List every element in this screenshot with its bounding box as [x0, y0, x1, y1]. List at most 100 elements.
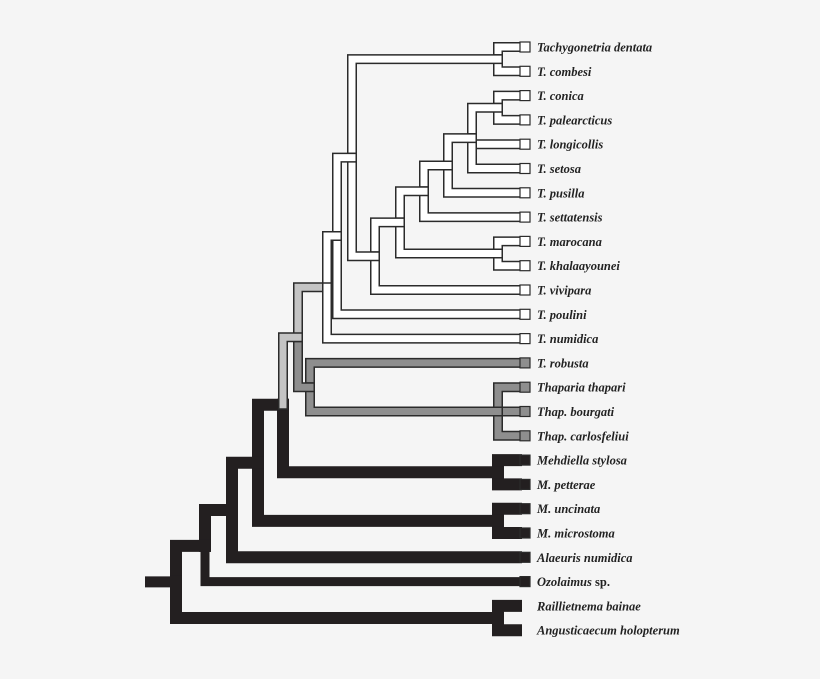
branch	[371, 218, 404, 260]
character-state-box	[519, 357, 531, 369]
taxon-label: Raillietnema bainae	[536, 599, 641, 613]
taxon-name: T. palearcticus	[537, 113, 612, 127]
character-state-box	[519, 478, 531, 490]
character-state-box	[519, 138, 531, 150]
taxon-name: T. poulini	[537, 308, 587, 322]
character-state-box	[519, 308, 531, 320]
taxon-name: T. robusta	[537, 356, 589, 370]
branch	[277, 398, 504, 479]
taxon-label: M. uncinata	[536, 502, 600, 516]
branch	[444, 134, 476, 169]
taxon-label: Angusticaecum holopterum	[536, 624, 680, 638]
branch	[294, 283, 331, 341]
taxon-label: Thap. carlosfeliui	[537, 429, 629, 443]
taxon-name: Mehdiella stylosa	[536, 454, 627, 468]
character-state-box	[519, 89, 531, 102]
taxon-name: M. microstoma	[536, 527, 615, 541]
taxon-label: T. pusilla	[537, 186, 584, 200]
taxon-label: T. combesi	[537, 65, 592, 79]
branch	[348, 154, 379, 260]
branch	[294, 333, 314, 391]
taxon-label: T. numidica	[537, 332, 598, 346]
character-state-box	[519, 454, 531, 466]
taxon-label: T. khalaayounei	[537, 259, 620, 273]
branch	[371, 252, 520, 294]
branch	[252, 398, 289, 469]
branch	[200, 541, 521, 587]
taxon-name: T. longicollis	[537, 138, 603, 152]
taxon-label: Tachygonetria dentata	[537, 41, 652, 55]
branch	[226, 456, 264, 517]
taxon-label: T. setosa	[537, 162, 581, 176]
branch	[396, 218, 502, 258]
taxon-label: T. robusta	[537, 356, 589, 370]
taxon-label: T. vivipara	[537, 284, 591, 298]
taxon-name: Angusticaecum holopterum	[536, 624, 680, 638]
branch	[348, 55, 502, 162]
taxon-name: Ozolaimus	[537, 575, 592, 589]
taxon-name: T. settatensis	[537, 211, 603, 225]
taxon-label: T. poulini	[537, 308, 587, 322]
taxon-name: Raillietnema bainae	[536, 599, 641, 613]
taxon-label: M. petterae	[536, 478, 596, 492]
branch	[226, 504, 522, 564]
character-state-box	[519, 235, 531, 247]
taxon-label: T. conica	[537, 89, 584, 103]
branch	[279, 333, 302, 409]
branch	[333, 232, 520, 318]
taxon-name: M. petterae	[536, 478, 596, 492]
taxon-name: T. vivipara	[537, 284, 591, 298]
taxon-name: M. uncinata	[536, 502, 600, 516]
branch	[323, 283, 520, 343]
character-state-box	[519, 162, 531, 175]
taxon-name: T. marocana	[537, 235, 602, 249]
character-state-box	[519, 381, 531, 393]
character-state-box	[519, 405, 531, 418]
character-state-box	[519, 211, 531, 223]
branch	[468, 134, 520, 148]
branch	[199, 504, 238, 552]
taxon-name: Thaparia thapari	[537, 381, 626, 395]
taxon-label: T. settatensis	[537, 211, 603, 225]
taxon-name: Thap. carlosfeliui	[537, 429, 629, 443]
character-state-box	[519, 527, 531, 539]
taxon-label: Thap. bourgati	[537, 405, 615, 419]
taxon-label: T. marocana	[537, 235, 602, 249]
taxon-label: Mehdiella stylosa	[536, 454, 627, 468]
character-state-box	[519, 65, 531, 77]
taxon-name: Thap. bourgati	[537, 405, 615, 419]
taxon-name: T. khalaayounei	[537, 259, 620, 273]
branch	[444, 161, 520, 197]
branch	[252, 456, 504, 527]
taxon-label: M. microstoma	[536, 527, 615, 541]
character-state-box	[519, 575, 531, 588]
branch	[468, 134, 520, 172]
branch	[494, 408, 520, 440]
taxon-label: Ozolaimus sp.	[537, 575, 610, 589]
branch	[306, 383, 502, 415]
character-state-box	[519, 430, 531, 442]
taxa: Tachygonetria dentata T. combesi T. conica…	[519, 41, 680, 638]
taxon-suffix: sp.	[592, 575, 610, 589]
taxon-name: Alaeuris numidica	[536, 551, 633, 565]
branch	[170, 539, 211, 588]
taxon-label: T. longicollis	[537, 138, 603, 152]
taxon-name: Tachygonetria dentata	[537, 41, 652, 55]
taxon-name: T. pusilla	[537, 186, 584, 200]
character-state-box	[519, 260, 531, 272]
taxon-name: T. setosa	[537, 162, 581, 176]
branch	[420, 161, 452, 195]
taxon-name: T. numidica	[537, 332, 598, 346]
branch	[323, 232, 341, 291]
character-state-box	[519, 551, 531, 563]
character-state-box	[519, 114, 531, 126]
taxon-label: Alaeuris numidica	[536, 551, 633, 565]
taxon-name: T. conica	[537, 89, 584, 103]
branch	[468, 104, 502, 142]
character-state-box	[519, 333, 531, 345]
branches	[145, 42, 522, 637]
character-state-box	[519, 187, 531, 199]
branch	[494, 383, 520, 415]
